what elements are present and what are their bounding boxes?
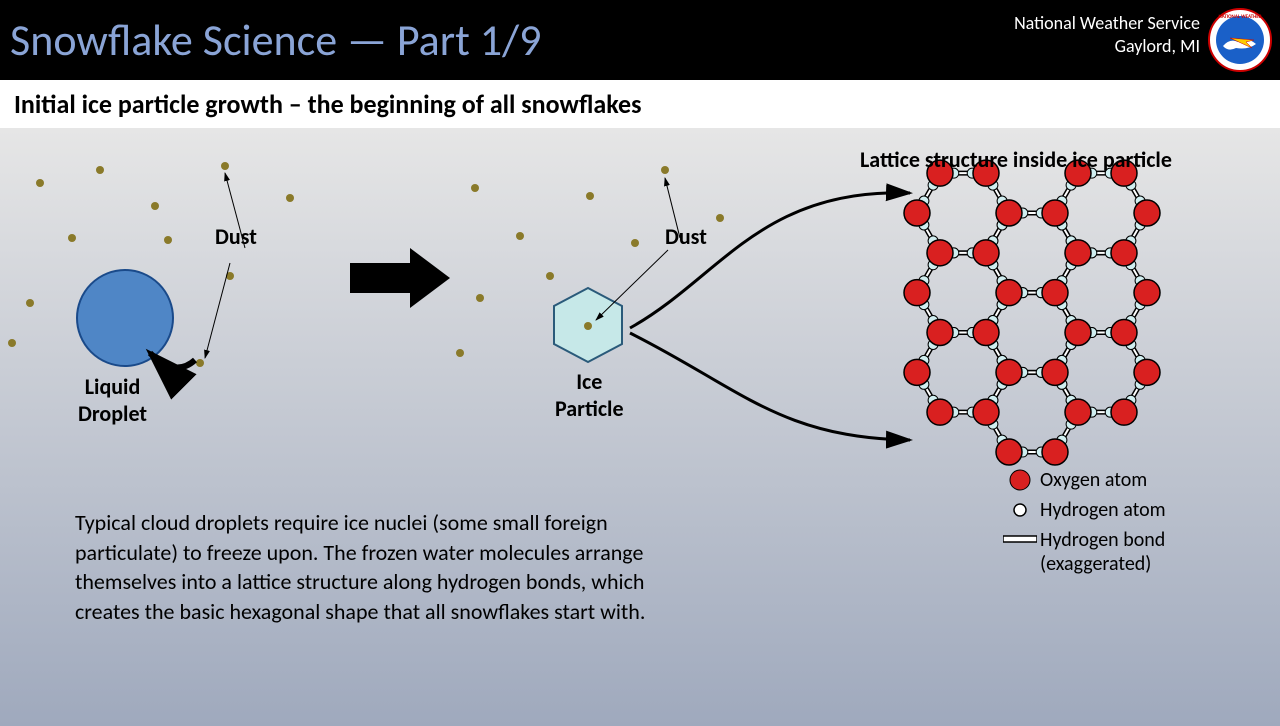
droplet-label: Liquid Droplet xyxy=(78,373,147,427)
hydrogen-atom-icon xyxy=(1000,503,1040,517)
hydrogen-bond-icon xyxy=(1000,534,1040,544)
dust-label-right: Dust xyxy=(665,223,707,250)
liquid-droplet-icon xyxy=(77,270,173,366)
header-bar: Snowflake Science — Part 1/9 National We… xyxy=(0,0,1280,80)
page-title: Snowflake Science — Part 1/9 xyxy=(10,13,541,67)
content-area: Dust Liquid Droplet Dust Ice Particle La… xyxy=(0,128,1280,726)
lattice-title: Lattice structure inside ice particle xyxy=(860,146,1172,173)
header-org: National Weather Service Gaylord, MI xyxy=(1014,12,1200,59)
body-text: Typical cloud droplets require ice nucle… xyxy=(75,508,695,627)
legend-oxygen: Oxygen atom xyxy=(1040,468,1147,492)
org-line2: Gaylord, MI xyxy=(1014,35,1200,58)
subheader: Initial ice particle growth – the beginn… xyxy=(0,80,1280,128)
svg-text:NATIONAL WEATHER: NATIONAL WEATHER xyxy=(1218,14,1261,20)
oxygen-atom-icon xyxy=(1000,469,1040,491)
legend-hydrogen: Hydrogen atom xyxy=(1040,498,1166,522)
nws-logo-icon: NATIONAL WEATHER xyxy=(1208,8,1272,72)
diagram-svg xyxy=(0,128,1280,726)
legend-bond: Hydrogen bond (exaggerated) xyxy=(1040,528,1165,576)
ice-label: Ice Particle xyxy=(555,368,624,422)
org-line1: National Weather Service xyxy=(1014,12,1200,35)
lattice-legend: Oxygen atom Hydrogen atom Hydrogen bond … xyxy=(1000,468,1166,582)
dust-label-left: Dust xyxy=(215,223,257,250)
